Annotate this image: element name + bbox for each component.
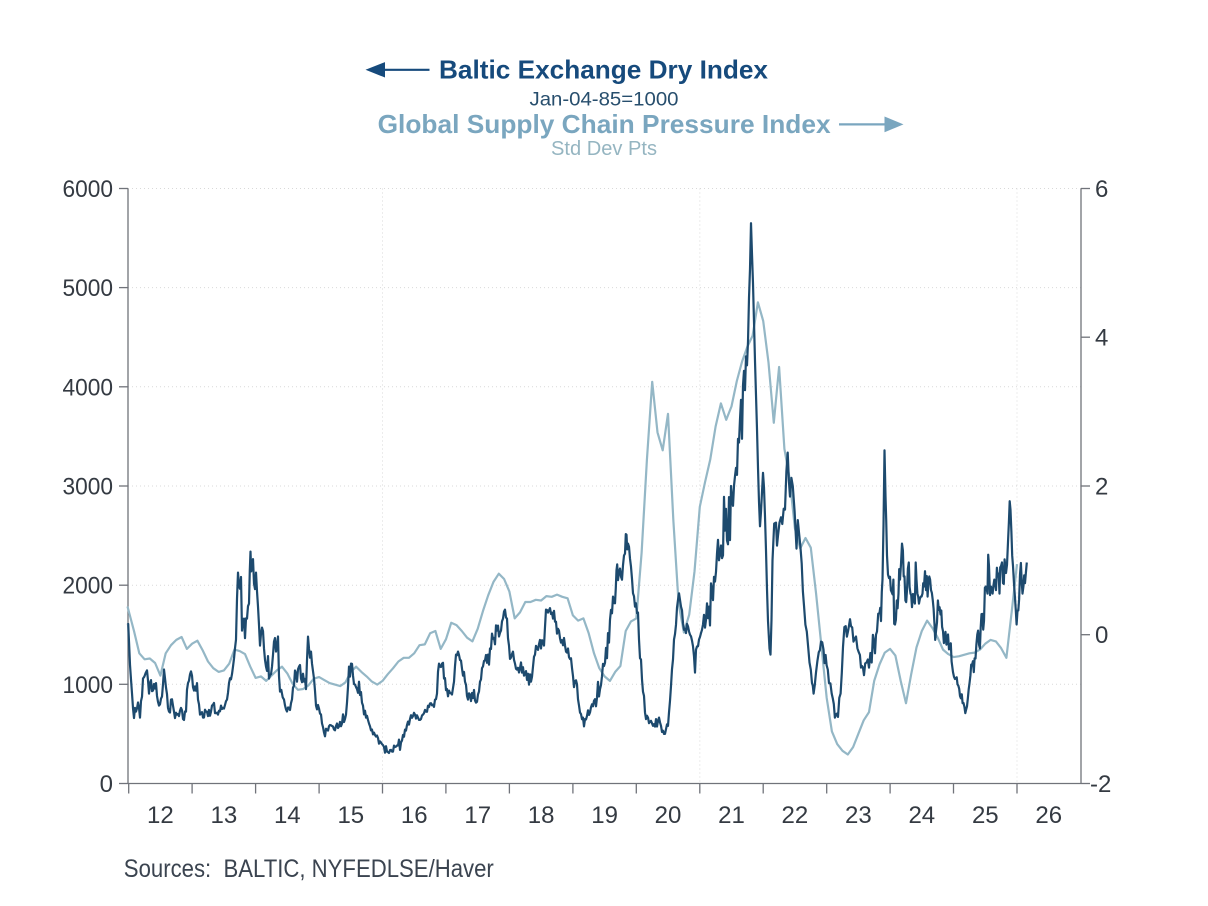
svg-text:0: 0 [1095,622,1108,649]
svg-text:21: 21 [718,802,745,829]
svg-text:22: 22 [782,802,809,829]
svg-text:5000: 5000 [63,275,114,302]
svg-text:6000: 6000 [63,176,114,203]
svg-text:23: 23 [845,802,872,829]
svg-text:18: 18 [528,802,555,829]
svg-text:17: 17 [464,802,491,829]
svg-text:13: 13 [211,802,238,829]
svg-text:25: 25 [972,802,999,829]
svg-text:15: 15 [337,802,364,829]
svg-text:Std Dev Pts: Std Dev Pts [551,138,657,160]
svg-text:Sources: BALTIC, NYFEDLSE/Hav: Sources: BALTIC, NYFEDLSE/Haver [124,855,494,883]
svg-text:Jan-04-85=1000: Jan-04-85=1000 [530,89,679,111]
svg-text:Global Supply Chain Pressure I: Global Supply Chain Pressure Index [378,109,832,139]
svg-text:3000: 3000 [63,474,114,501]
svg-text:Baltic Exchange Dry Index: Baltic Exchange Dry Index [439,55,769,85]
svg-text:14: 14 [274,802,301,829]
svg-text:2000: 2000 [63,573,114,600]
svg-text:4000: 4000 [63,374,114,401]
svg-text:24: 24 [908,802,935,829]
svg-text:19: 19 [591,802,618,829]
svg-text:16: 16 [401,802,428,829]
svg-text:0: 0 [100,771,113,798]
svg-text:2: 2 [1095,474,1108,501]
svg-text:26: 26 [1035,802,1062,829]
svg-text:20: 20 [655,802,682,829]
svg-text:-2: -2 [1090,771,1111,798]
svg-text:4: 4 [1095,325,1108,352]
svg-text:12: 12 [147,802,174,829]
svg-text:1000: 1000 [63,672,114,699]
svg-text:6: 6 [1095,176,1108,203]
